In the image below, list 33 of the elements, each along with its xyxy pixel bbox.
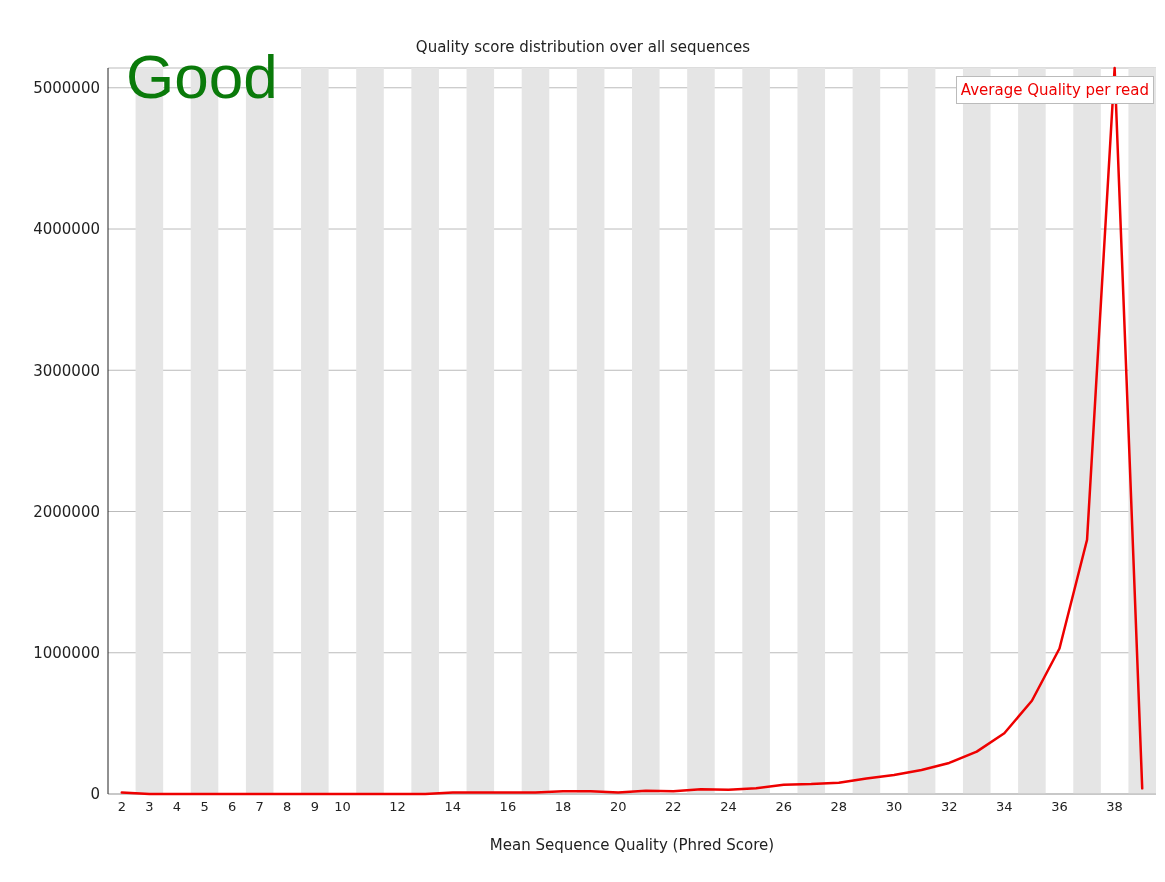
x-tick-label: 8 xyxy=(283,799,292,815)
x-tick-label: 4 xyxy=(172,799,182,815)
x-tick-label: 10 xyxy=(334,799,351,815)
x-tick-label: 5 xyxy=(200,799,209,815)
y-tick-label: 5000000 xyxy=(33,79,100,98)
x-tick-label: 9 xyxy=(310,799,319,815)
x-tick-label: 2 xyxy=(117,799,126,815)
x-tick-label: 14 xyxy=(444,799,462,815)
x-tick-label: 24 xyxy=(720,799,737,815)
x-axis-title: Mean Sequence Quality (Phred Score) xyxy=(489,836,775,854)
x-tick-label: 32 xyxy=(940,799,958,815)
x-tick-label: 12 xyxy=(389,799,406,815)
x-tick-label: 20 xyxy=(609,799,627,815)
x-tick-label: 16 xyxy=(499,799,517,815)
x-tick-label: 22 xyxy=(665,799,682,815)
x-tick-label: 6 xyxy=(227,799,237,815)
x-tick-label: 7 xyxy=(255,799,264,815)
x-tick-label: 38 xyxy=(1106,799,1123,815)
x-tick-label: 30 xyxy=(885,799,903,815)
y-tick-label: 0 xyxy=(90,785,100,804)
y-tick-label: 3000000 xyxy=(33,361,100,380)
x-tick-label: 3 xyxy=(145,799,154,815)
x-tick-label: 28 xyxy=(830,799,848,815)
x-tick-label: 26 xyxy=(775,799,792,815)
annotation: Good xyxy=(126,42,278,111)
y-tick-label: 4000000 xyxy=(33,220,100,239)
text: Average Quality per read xyxy=(960,81,1149,99)
y-tick-label: 2000000 xyxy=(33,502,100,521)
x-tick-label: 18 xyxy=(554,799,572,815)
x-tick-label: 34 xyxy=(996,799,1013,815)
chart-title: Quality score distribution over all sequences xyxy=(415,38,751,56)
x-tick-label: 36 xyxy=(1051,799,1068,815)
y-tick-label: 1000000 xyxy=(33,644,100,663)
